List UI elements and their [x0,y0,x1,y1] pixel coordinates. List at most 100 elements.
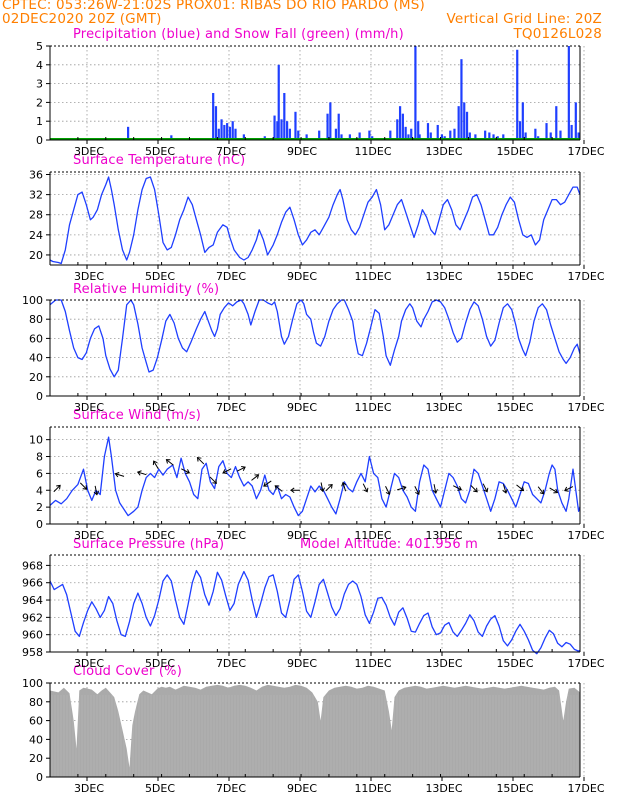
wind-vector-head [185,469,191,475]
y-tick-label: 40 [29,733,43,746]
x-tick-label: 11DEC [354,657,391,670]
wind-vector-head [196,456,202,462]
wind-vector-head [114,471,120,478]
x-tick-label: 17DEC [567,270,604,283]
x-tick-label: 15DEC [496,529,533,542]
wind-vector [181,468,190,474]
precip-bar [326,113,329,140]
y-tick-label: 3 [36,78,43,91]
precip-bar [286,121,289,140]
y-tick-label: 6 [36,467,43,480]
wind-vector [320,482,324,492]
y-tick-label: 5 [36,40,43,53]
x-tick-label: 3DEC [74,270,104,283]
wind-vector [453,485,462,491]
title-pressure: Surface Pressure (hPa) [73,537,225,552]
x-tick-label: 15DEC [496,657,533,670]
wind-vector-head [241,466,246,471]
wind-vector-head [539,489,545,495]
wind-vector [197,457,205,465]
precip-bar [484,130,487,140]
x-tick-label: 7DEC [216,529,246,542]
precip-bar [404,126,407,140]
x-tick-label: 11DEC [354,145,391,158]
precip-bar [524,132,527,140]
wind-vector [236,466,246,472]
x-tick-label: 11DEC [354,401,391,414]
header-run-date: 02DEC2020 20Z (GMT) [2,11,162,27]
precip-bar [418,134,421,140]
precip-bar [368,130,371,140]
wind-vector-head [553,488,559,494]
y-tick-label: 0 [36,134,43,147]
precip-bar [277,64,280,140]
y-tick-label: 20 [29,752,43,765]
wind-vector-head [401,485,407,491]
wind-vector-head [290,487,295,494]
header-grid-line: Vertical Grid Line: 20Z [446,11,602,27]
wind-vector [564,486,574,492]
precip-bar [449,130,452,140]
precip-bar [273,115,276,140]
precip-bar [127,126,130,140]
x-tick-label: 13DEC [425,529,462,542]
wind-vector-head [363,487,369,493]
wind-vector-head [263,482,268,487]
precip-bar [555,106,558,140]
wind-vector-head [502,488,508,494]
wind-vector-head [165,459,171,464]
y-tick-label: 2 [36,501,43,514]
x-tick-label: 17DEC [567,529,604,542]
wind-vector [263,480,272,487]
wind-vector-head [564,486,569,492]
wind-vector-head [328,483,333,489]
x-tick-label: 9DEC [287,401,317,414]
x-tick-label: 15DEC [496,782,533,795]
precip-bar [212,93,215,140]
x-tick-label: 11DEC [354,529,391,542]
precip-bar [574,102,577,140]
y-tick-label: 0 [36,771,43,784]
x-tick-label: 5DEC [145,782,175,795]
wind-vector-head [212,479,217,484]
precip-bar [518,121,522,140]
y-tick-label: 4 [36,484,43,497]
precip-bar [410,128,413,140]
wind-vector [166,459,174,466]
x-tick-label: 13DEC [425,657,462,670]
y-tick-label: 10 [29,434,43,447]
wind-vector-head [385,490,391,496]
precip-bar [453,128,456,140]
wind-vector [53,485,61,493]
title-humidity: Relative Humidity (%) [73,282,220,297]
wind-vector-head [152,460,158,466]
y-tick-label: 1 [36,115,43,128]
y-tick-label: 958 [22,646,43,659]
x-tick-label: 13DEC [425,270,462,283]
x-tick-label: 3DEC [74,657,104,670]
wind-vector-head [473,487,478,493]
precip-bar [457,106,460,140]
precip-bar [426,123,430,140]
y-tick-label: 24 [29,229,43,242]
header-model-code: TQ0126L028 [513,26,602,42]
wind-vector-head [341,481,347,487]
precip-bar [297,130,300,140]
precip-bar [228,126,232,140]
x-tick-label: 15DEC [496,270,533,283]
wind-vector-head [457,485,463,491]
wind-vector [274,485,283,492]
y-tick-label: 80 [29,313,43,326]
precip-bar [516,49,519,141]
precip-bar [502,134,505,140]
x-tick-label: 13DEC [425,782,462,795]
title-temperature: Surface Temperature (nC) [73,153,246,168]
wind-vector-head [274,485,280,490]
precip-bar [549,132,552,140]
y-tick-label: 28 [29,209,43,222]
precip-bar [358,132,361,140]
title-cloud-cover: Cloud Cover (%) [73,664,182,679]
precip-bar [318,130,321,140]
x-tick-label: 3DEC [74,145,104,158]
wind-vector-head [519,486,525,492]
